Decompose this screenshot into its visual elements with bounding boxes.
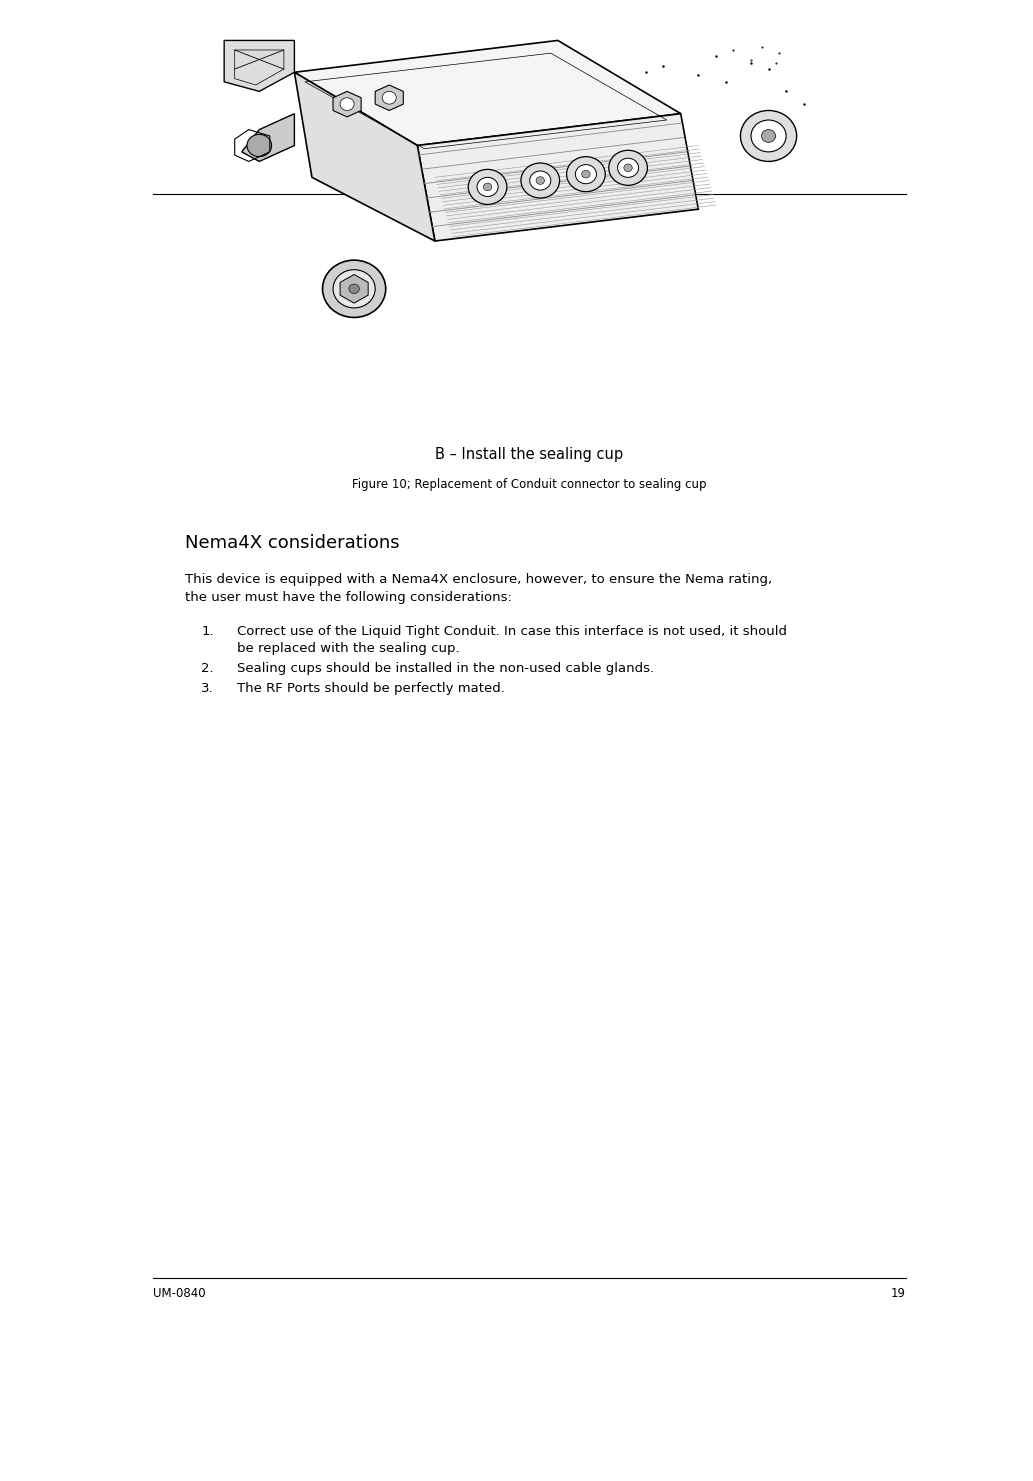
Polygon shape: [294, 73, 435, 241]
Circle shape: [741, 111, 796, 161]
Circle shape: [247, 135, 272, 157]
Circle shape: [322, 261, 385, 317]
Text: be replaced with the sealing cup.: be replaced with the sealing cup.: [238, 641, 460, 655]
Text: 3.: 3.: [201, 681, 214, 695]
Text: Nema4X considerations: Nema4X considerations: [185, 533, 400, 551]
Text: The RF Ports should be perfectly mated.: The RF Ports should be perfectly mated.: [238, 681, 505, 695]
Circle shape: [521, 163, 560, 198]
Circle shape: [618, 158, 638, 178]
Circle shape: [575, 164, 596, 184]
Text: UM-0840: UM-0840: [153, 1287, 206, 1299]
Polygon shape: [224, 40, 294, 92]
Circle shape: [536, 176, 544, 184]
Circle shape: [566, 157, 605, 191]
Circle shape: [468, 169, 507, 204]
Text: 2.: 2.: [201, 662, 214, 675]
Polygon shape: [242, 114, 294, 161]
Polygon shape: [417, 114, 698, 241]
Polygon shape: [375, 84, 403, 111]
Circle shape: [382, 92, 397, 104]
Circle shape: [483, 184, 492, 191]
Text: B – Install the sealing cup: B – Install the sealing cup: [435, 447, 624, 462]
Circle shape: [761, 130, 776, 142]
Polygon shape: [294, 40, 681, 145]
Text: This device is equipped with a Nema4X enclosure, however, to ensure the Nema rat: This device is equipped with a Nema4X en…: [185, 573, 773, 585]
Circle shape: [340, 98, 354, 111]
Circle shape: [608, 150, 648, 185]
Circle shape: [477, 178, 498, 197]
Text: Figure 10; Replacement of Conduit connector to sealing cup: Figure 10; Replacement of Conduit connec…: [352, 478, 707, 492]
Text: Correct use of the Liquid Tight Conduit. In case this interface is not used, it : Correct use of the Liquid Tight Conduit.…: [238, 625, 787, 638]
Text: Sealing cups should be installed in the non-used cable glands.: Sealing cups should be installed in the …: [238, 662, 654, 675]
Polygon shape: [340, 274, 368, 304]
Circle shape: [333, 270, 375, 308]
Circle shape: [582, 170, 590, 178]
Text: 19: 19: [890, 1287, 906, 1299]
Circle shape: [751, 120, 786, 153]
Text: 1.: 1.: [201, 625, 214, 638]
Circle shape: [349, 284, 359, 293]
Circle shape: [530, 170, 551, 190]
Circle shape: [624, 164, 632, 172]
Text: the user must have the following considerations:: the user must have the following conside…: [185, 591, 512, 604]
Polygon shape: [333, 92, 362, 117]
